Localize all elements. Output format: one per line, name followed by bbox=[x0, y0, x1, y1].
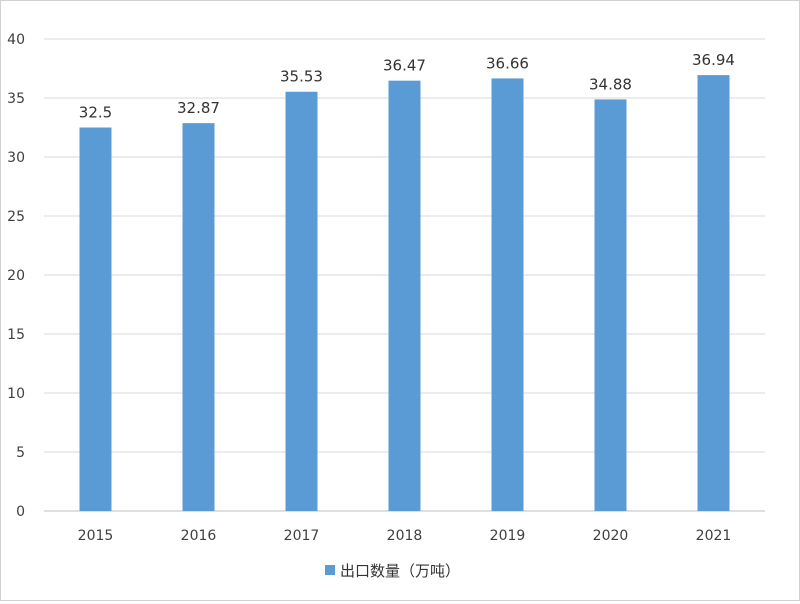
data-label: 35.53 bbox=[280, 68, 323, 86]
legend[interactable]: 出口数量（万吨） bbox=[325, 562, 460, 580]
x-axis-ticks: 2015 2016 2017 2018 2019 2020 2021 bbox=[78, 528, 732, 544]
bar[interactable] bbox=[594, 99, 627, 511]
x-tick-label: 2015 bbox=[78, 528, 114, 544]
data-labels: 32.5 32.87 35.53 36.47 36.66 34.88 36.94 bbox=[79, 51, 735, 121]
y-tick-label: 30 bbox=[7, 150, 25, 166]
data-label: 36.94 bbox=[692, 51, 735, 69]
data-label: 34.88 bbox=[589, 75, 632, 93]
bar[interactable] bbox=[697, 75, 730, 511]
y-tick-label: 15 bbox=[7, 327, 25, 343]
x-tick-label: 2020 bbox=[593, 528, 629, 544]
x-tick-label: 2021 bbox=[696, 528, 732, 544]
legend-swatch bbox=[325, 565, 335, 575]
x-tick-label: 2016 bbox=[181, 528, 217, 544]
bar[interactable] bbox=[491, 78, 524, 512]
bar[interactable] bbox=[182, 123, 215, 511]
x-tick-label: 2019 bbox=[490, 528, 526, 544]
y-tick-label: 20 bbox=[7, 268, 25, 284]
y-tick-label: 0 bbox=[16, 504, 25, 520]
legend-label: 出口数量（万吨） bbox=[340, 562, 460, 580]
y-tick-label: 10 bbox=[7, 386, 25, 402]
y-tick-label: 25 bbox=[7, 209, 25, 225]
y-axis-ticks: 0 5 10 15 20 25 30 35 40 bbox=[7, 32, 25, 520]
data-label: 32.5 bbox=[79, 104, 112, 122]
data-label: 36.66 bbox=[486, 54, 529, 72]
data-label: 32.87 bbox=[177, 99, 220, 117]
bars bbox=[79, 75, 730, 512]
bar[interactable] bbox=[285, 91, 318, 511]
x-tick-label: 2018 bbox=[387, 528, 423, 544]
data-label: 36.47 bbox=[383, 57, 426, 75]
y-tick-label: 5 bbox=[16, 445, 25, 461]
y-tick-label: 40 bbox=[7, 32, 25, 48]
bar[interactable] bbox=[79, 127, 112, 512]
y-tick-label: 35 bbox=[7, 91, 25, 107]
x-tick-label: 2017 bbox=[284, 528, 320, 544]
bar[interactable] bbox=[388, 80, 421, 512]
